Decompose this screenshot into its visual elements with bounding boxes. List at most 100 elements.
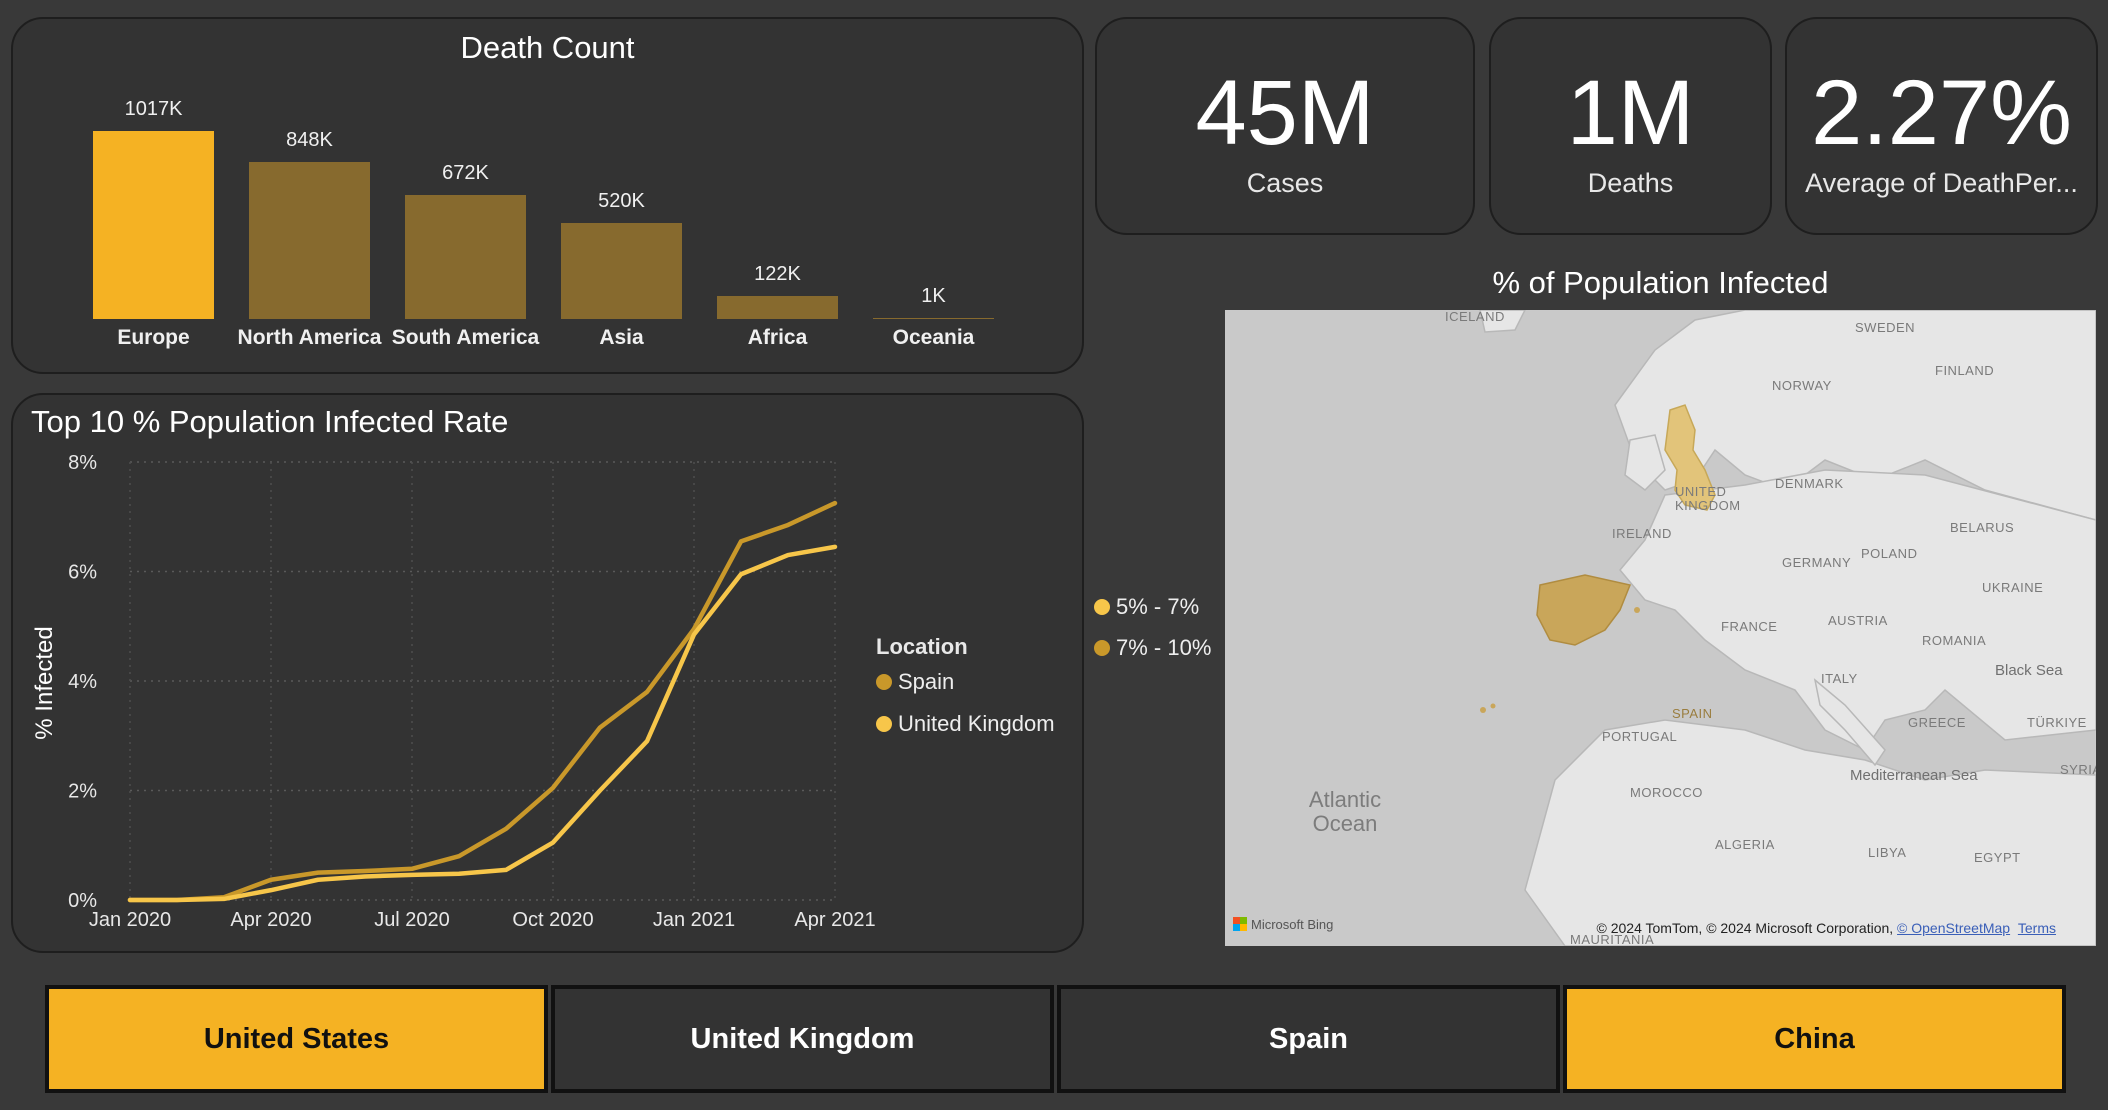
map-title: % of Population Infected <box>1492 265 1829 300</box>
map-label-spain: SPAIN <box>1672 706 1713 721</box>
north-africa-shape <box>1524 719 2096 946</box>
map-label-austria: AUSTRIA <box>1828 613 1888 628</box>
map-attribution-text: © 2024 TomTom, © 2024 Microsoft Corporat… <box>1596 920 1894 936</box>
y-axis-label: % Infected <box>31 626 58 739</box>
map-label-romania: ROMANIA <box>1922 633 1987 648</box>
slicer-button-united-kingdom[interactable]: United Kingdom <box>551 985 1054 1093</box>
map-label-mediterranean-sea: Mediterranean Sea <box>1850 767 1978 784</box>
cases-card: 45M Cases <box>1095 17 1475 235</box>
infected-rate-chart: 0% 2% 4% 6% 8% Jan 2020 Apr 2020 Jul 2020 Oct 20… <box>31 452 876 931</box>
deaths-card: 1M Deaths <box>1489 17 1772 235</box>
map-label-egypt: EGYPT <box>1974 850 2021 865</box>
legend-dot-icon <box>1094 640 1110 656</box>
terms-link[interactable]: Terms <box>2017 920 2056 936</box>
bar-category-label: Oceania <box>892 326 975 349</box>
population-infected-map[interactable]: ICELAND SWEDEN FINLAND NORWAY DENMARK UN… <box>1225 310 2096 946</box>
infected-rate-title: Top 10 % Population Infected Rate <box>31 404 509 439</box>
slicer-label: China <box>1774 1022 1855 1055</box>
bar-category-label: Asia <box>599 326 644 349</box>
bar-category-label: South America <box>391 326 540 349</box>
map-label-black-sea: Black Sea <box>1995 662 2063 679</box>
map-label-libya: LIBYA <box>1868 845 1907 860</box>
legend-item-united-kingdom[interactable]: United Kingdom <box>876 711 1055 737</box>
microsoft-logo-icon <box>1233 917 1247 931</box>
legend-label: United Kingdom <box>898 711 1055 736</box>
bar-africa[interactable] <box>717 296 838 319</box>
slicer-button-china[interactable]: China <box>1563 985 2066 1093</box>
map-label-ireland: IRELAND <box>1612 526 1672 541</box>
map-label-greece: GREECE <box>1908 715 1966 730</box>
bar-south-america[interactable] <box>405 195 526 319</box>
map-label-poland: POLAND <box>1861 546 1918 561</box>
bar-data-label: 1K <box>921 285 946 307</box>
map-legend-label: 5% - 7% <box>1116 594 1200 619</box>
openstreetmap-link[interactable]: © OpenStreetMap <box>1897 920 2011 936</box>
iceland-shape <box>1479 310 1526 333</box>
x-tick-label: Jan 2020 <box>89 909 171 931</box>
map-label-algeria: ALGERIA <box>1715 837 1775 852</box>
canary-islands-shape-2 <box>1490 703 1496 709</box>
death-count-panel: Death Count 1017K Europe 848K North America… <box>11 17 1084 374</box>
bar-data-label: 848K <box>286 129 333 151</box>
bar-europe[interactable] <box>93 131 214 319</box>
spain-shape <box>1536 574 1632 646</box>
map-label-denmark: DENMARK <box>1775 476 1844 491</box>
bar-category-label: North America <box>237 326 382 349</box>
bar-category-label: Africa <box>747 326 808 349</box>
map-label-mauritania: MAURITANIA <box>1570 932 1655 946</box>
bing-logo: Microsoft Bing <box>1233 917 1333 932</box>
y-tick-label: 6% <box>68 562 97 584</box>
bing-logo-text: Microsoft Bing <box>1251 917 1334 932</box>
map-label-turkiye: TÜRKIYE <box>2027 715 2087 730</box>
bar-north-america[interactable] <box>249 162 370 319</box>
map-label-iceland: ICELAND <box>1445 310 1505 324</box>
deaths-label: Deaths <box>1587 168 1674 198</box>
x-tick-label: Jan 2021 <box>653 909 735 931</box>
bar-data-label: 672K <box>442 162 489 184</box>
slicer-button-united-states[interactable]: United States <box>45 985 548 1093</box>
slicer-button-spain[interactable]: Spain <box>1057 985 1560 1093</box>
map-attribution: © 2024 TomTom, © 2024 Microsoft Corporat… <box>1597 920 2056 936</box>
slicer-label: United Kingdom <box>690 1022 915 1055</box>
map-land-shapes <box>1479 310 2096 946</box>
map-legend-item-5-7[interactable]: 5% - 7% <box>1094 594 1199 620</box>
map-label-norway: NORWAY <box>1772 378 1832 393</box>
map-label-united-kingdom: UNITED KINGDOM <box>1675 484 1741 513</box>
x-tick-label: Oct 2020 <box>512 909 593 931</box>
map-label-portugal: PORTUGAL <box>1602 729 1678 744</box>
average-death-percent-label: Average of DeathPer... <box>1805 168 2078 198</box>
united-kingdom-shape <box>1664 404 1716 511</box>
map-label-germany: GERMANY <box>1782 555 1852 570</box>
slicer-label: United States <box>203 1022 390 1055</box>
y-tick-label: 8% <box>68 452 97 474</box>
y-tick-label: 2% <box>68 781 97 803</box>
bar-data-label: 1017K <box>124 98 183 120</box>
bar-oceania[interactable] <box>873 318 994 319</box>
legend-item-spain[interactable]: Spain <box>876 669 954 695</box>
line-legend-title: Location <box>876 634 968 659</box>
deaths-value: 1M <box>1566 62 1695 164</box>
legend-dot-icon <box>1094 599 1110 615</box>
cases-value: 45M <box>1195 62 1375 164</box>
death-count-title: Death Count <box>460 30 635 65</box>
series-line-spain <box>127 500 838 903</box>
bar-data-label: 122K <box>754 263 801 285</box>
infected-rate-panel: Top 10 % Population Infected Rate <box>11 393 1084 953</box>
map-label-france: FRANCE <box>1721 619 1778 634</box>
bar-asia[interactable] <box>561 223 682 319</box>
map-label-belarus: BELARUS <box>1950 520 2015 535</box>
map-label-atlantic-ocean: Atlantic Ocean <box>1308 787 1382 837</box>
ireland-shape <box>1624 434 1666 491</box>
map-legend-item-7-10[interactable]: 7% - 10% <box>1094 635 1211 661</box>
y-tick-label: 4% <box>68 671 97 693</box>
legend-label: Spain <box>898 669 955 694</box>
bar-category-label: Europe <box>117 326 190 349</box>
x-tick-label: Apr 2020 <box>230 909 311 931</box>
map-label-morocco: MOROCCO <box>1630 785 1703 800</box>
bar-data-label: 520K <box>598 190 645 212</box>
map-label-italy: ITALY <box>1821 671 1858 686</box>
series-line-united-kingdom <box>127 544 838 903</box>
slicer-label: Spain <box>1269 1022 1348 1055</box>
average-death-percent-card: 2.27% Average of DeathPer... <box>1785 17 2098 235</box>
legend-dot-icon <box>876 716 892 732</box>
